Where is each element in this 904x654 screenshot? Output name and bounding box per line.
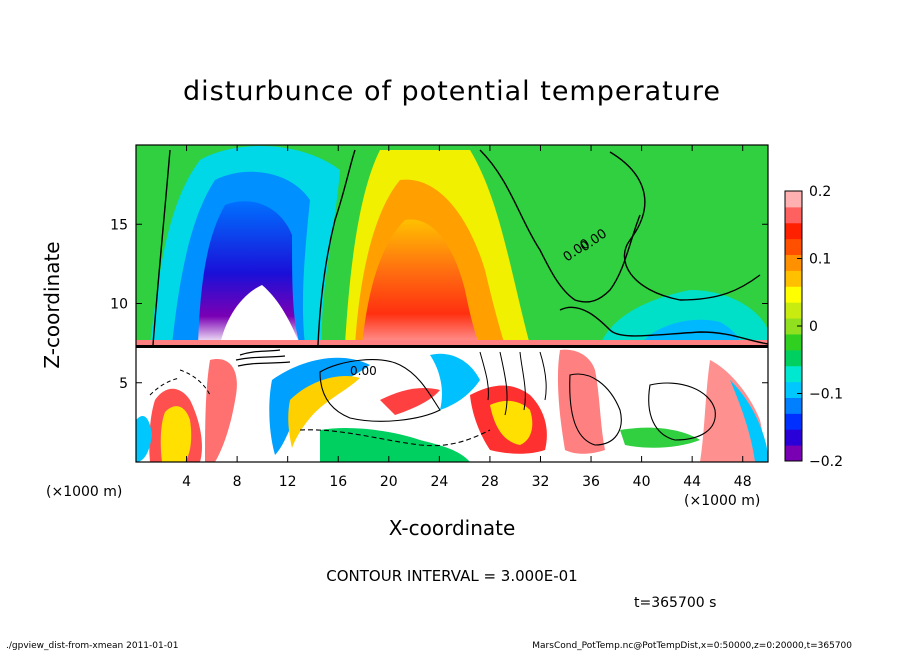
colorbar-swatch — [785, 333, 802, 351]
heatmap-field — [136, 145, 768, 462]
colorbar-swatch — [785, 254, 802, 271]
colorbar-swatch — [785, 318, 802, 335]
lower-blob — [620, 427, 700, 448]
x-tick-label: 40 — [633, 474, 651, 490]
x-axis-label: X-coordinate — [388, 516, 516, 540]
colorbar-tick-label: 0.1 — [809, 252, 831, 268]
lower-blob — [700, 360, 763, 462]
colorbar-swatch — [785, 349, 802, 367]
lower-blob — [136, 415, 152, 462]
boundary-band — [136, 340, 768, 348]
lower-blob — [430, 353, 480, 410]
x-tick-label: 16 — [329, 474, 347, 490]
colorbar-ticks: 0.2 0.1 0 −0.1 −0.2 — [797, 184, 843, 470]
lower-blob — [205, 359, 237, 462]
colorbar-swatch — [785, 302, 802, 319]
colorbar-tick-label: −0.1 — [809, 387, 843, 403]
x-tick-label: 24 — [430, 474, 448, 490]
colorbar-swatch — [785, 413, 802, 430]
colorbar-tick-label: −0.2 — [809, 454, 843, 470]
time-stamp: t=365700 s — [634, 595, 717, 611]
contour-line — [559, 306, 768, 345]
colorbar-swatch — [785, 222, 802, 240]
colorbar-swatch — [785, 429, 802, 446]
lower-blob — [288, 376, 360, 448]
y-tick-label: 5 — [119, 376, 128, 392]
x-tick-label: 48 — [734, 474, 752, 490]
x-tick-label: 28 — [481, 474, 499, 490]
lower-blob — [269, 357, 370, 455]
warm-plume-core — [362, 219, 480, 345]
contour-interval-text: CONTOUR INTERVAL = 3.000E-01 — [326, 567, 578, 585]
x-unit-label-right: (×1000 m) — [684, 493, 761, 509]
colorbar-swatch — [785, 381, 802, 398]
x-tick-label: 32 — [532, 474, 550, 490]
contour-line — [319, 359, 441, 422]
lower-blob — [380, 388, 440, 415]
contour-line — [479, 351, 547, 416]
x-tick-label: 20 — [380, 474, 398, 490]
contour-label-3: 0.00 — [350, 364, 377, 378]
lower-blob — [730, 380, 768, 462]
x-tick-label: 36 — [582, 474, 600, 490]
colorbar-swatch — [785, 238, 802, 256]
lower-blob — [320, 428, 470, 462]
contour-line — [479, 149, 641, 303]
contour-line — [609, 151, 761, 301]
boundary-line — [136, 345, 768, 348]
colorbar-swatch — [785, 365, 802, 383]
y-tick-label: 10 — [110, 297, 128, 313]
lower-blob — [160, 406, 192, 462]
footer-right: MarsCond_PotTemp.nc@PotTempDist,x=0:5000… — [532, 641, 852, 651]
contour-line — [152, 149, 171, 346]
colorbar-tick-label: 0.2 — [809, 184, 831, 200]
x-unit-label-left: (×1000 m) — [46, 484, 123, 500]
contour-line — [235, 349, 291, 367]
footer-left: ./gpview_dist-from-xmean 2011-01-01 — [6, 641, 179, 651]
colorbar-swatch — [785, 270, 802, 287]
x-tick-label: 44 — [683, 474, 701, 490]
contour-line — [317, 149, 356, 346]
lower-blob — [490, 400, 533, 445]
x-axis-ticks: 4 8 12 16 20 24 28 32 36 40 44 48 — [182, 145, 752, 490]
cool-plume-white — [220, 285, 300, 345]
contour-line — [149, 369, 211, 396]
y-tick-label: 15 — [110, 217, 128, 233]
colorbar-swatch — [785, 286, 802, 303]
colorbar-swatch — [785, 397, 802, 414]
colorbar-tick-label: 0 — [809, 319, 818, 335]
colorbar-swatch — [785, 206, 802, 224]
colorbar-swatch — [785, 445, 802, 462]
colorbar — [785, 191, 802, 462]
x-tick-label: 12 — [279, 474, 297, 490]
contour-line — [648, 382, 716, 441]
x-tick-label: 4 — [182, 474, 191, 490]
contour-line — [299, 429, 491, 447]
contour-line — [569, 373, 622, 446]
chart-title: disturbunce of potential temperature — [183, 76, 721, 107]
x-tick-label: 8 — [233, 474, 242, 490]
y-axis-ticks: 5 10 15 — [110, 217, 768, 392]
colorbar-swatch — [785, 191, 802, 208]
